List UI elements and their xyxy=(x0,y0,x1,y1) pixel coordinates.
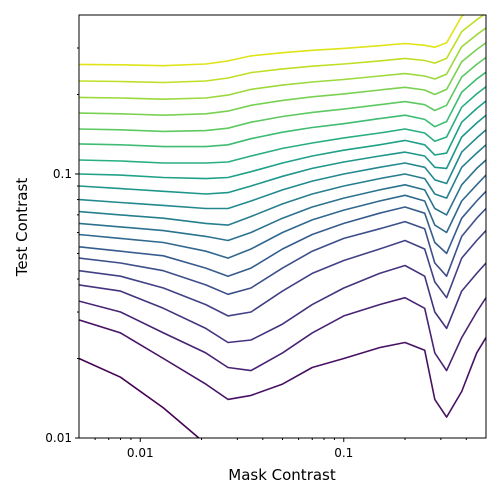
plot-area xyxy=(79,15,486,438)
contour-line-level-8 xyxy=(79,174,486,259)
contour-line-level-4 xyxy=(79,262,486,344)
contour-line-level-1 xyxy=(79,357,201,438)
contour-line-level-20 xyxy=(79,15,465,67)
y-tick-label: 0.01 xyxy=(45,431,72,445)
contour-line-level-17 xyxy=(79,41,486,116)
contour-line-level-3 xyxy=(79,296,486,372)
contour-line-level-6 xyxy=(79,207,486,296)
contour-line-level-11 xyxy=(79,129,486,210)
contour-line-level-2 xyxy=(79,319,486,418)
contour-line-level-13 xyxy=(79,100,486,180)
contour-line-level-15 xyxy=(79,71,486,148)
plot-frame xyxy=(78,14,487,439)
contour-line-level-16 xyxy=(79,56,486,133)
contour-line-level-9 xyxy=(79,159,486,242)
x-axis-label: Mask Contrast xyxy=(228,466,336,484)
contour-line-level-10 xyxy=(79,144,486,226)
y-tick-label: 0.1 xyxy=(53,167,72,181)
axis-ticks: 0.01 0.1 0.01 0.1 xyxy=(45,47,467,460)
contour-lines xyxy=(79,15,486,438)
x-tick-label: 0.01 xyxy=(127,446,154,460)
contour-line-level-12 xyxy=(79,114,486,195)
contour-line-level-14 xyxy=(79,85,486,164)
contour-line-level-19 xyxy=(79,15,485,84)
contour-line-level-18 xyxy=(79,27,486,100)
contour-line-level-7 xyxy=(79,190,486,278)
y-axis-label: Test Contrast xyxy=(13,178,31,278)
contour-line-level-5 xyxy=(79,229,486,317)
x-tick-label: 0.1 xyxy=(334,446,353,460)
